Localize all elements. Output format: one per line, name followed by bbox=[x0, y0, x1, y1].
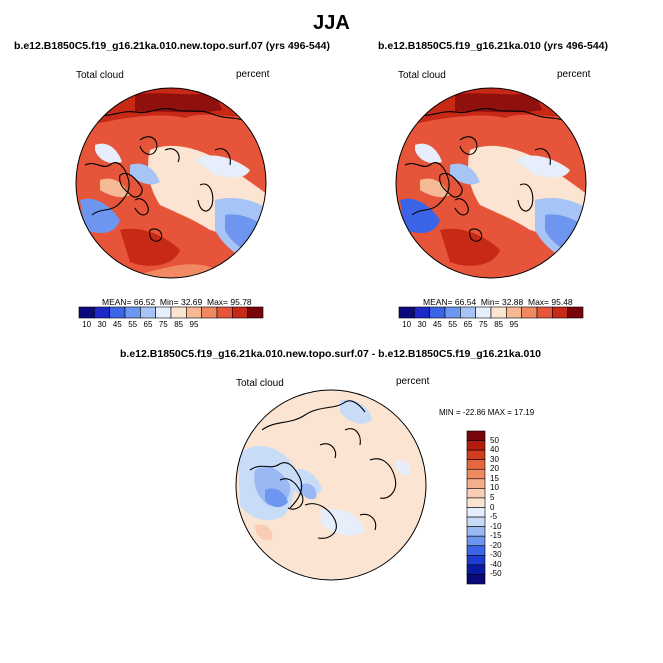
right-min-value: 32.88 bbox=[501, 297, 524, 307]
diff-colorbar-swatch bbox=[466, 497, 486, 508]
left-max-value: 95.78 bbox=[230, 297, 252, 307]
page-title: JJA bbox=[313, 12, 350, 34]
right-mean-label: MEAN= bbox=[423, 297, 453, 307]
diff-colorbar-swatch bbox=[466, 440, 486, 451]
diff-colorbar-tick-label: 40 bbox=[490, 445, 499, 455]
diff-colorbar-swatch bbox=[466, 535, 486, 547]
right-panel-title: b.e12.B1850C5.f19_g16.21ka.010 (yrs 496-… bbox=[378, 40, 608, 52]
diff-colorbar-tick-label: -50 bbox=[490, 569, 502, 579]
diff-units-label: percent bbox=[396, 376, 430, 387]
left-colorbar-tick-label: 85 bbox=[174, 320, 184, 329]
diff-colorbar-swatch bbox=[466, 564, 486, 575]
left-colorbar-tick-label: 75 bbox=[158, 320, 168, 329]
diff-colorbar-swatch bbox=[466, 468, 486, 480]
diff-minmax-text: MIN = -22.86 MAX = 17.19 bbox=[439, 408, 535, 417]
right-colorbar-tick-label: 30 bbox=[417, 320, 427, 329]
diff-colorbar-swatch bbox=[466, 478, 486, 489]
right-min-label: Min= bbox=[480, 297, 500, 307]
left-colorbar-tick-label: 45 bbox=[112, 320, 122, 329]
right-variable-label: Total cloud bbox=[398, 70, 446, 81]
diff-colorbar-tick-label: 0 bbox=[490, 502, 495, 512]
left-units-label: percent bbox=[236, 69, 270, 80]
diff-colorbar-swatch bbox=[466, 507, 486, 518]
right-units-label: percent bbox=[557, 69, 591, 80]
diff-colorbar-swatch bbox=[466, 574, 486, 585]
left-mean-value: 66.52 bbox=[133, 297, 156, 307]
right-colorbar-tick-label: 75 bbox=[478, 320, 488, 329]
left-min-value: 32.69 bbox=[180, 297, 203, 307]
right-colorbar-tick-label: 10 bbox=[402, 320, 412, 329]
diff-colorbar-swatch bbox=[466, 555, 486, 566]
left-map-blue-region-west bbox=[80, 198, 120, 233]
diff-colorbar-swatch bbox=[466, 459, 486, 470]
right-colorbar-tick-label: 45 bbox=[432, 320, 442, 329]
left-mean-label: MEAN= bbox=[102, 297, 132, 307]
left-colorbar-tick-label: 65 bbox=[143, 320, 153, 329]
diff-colorbar-swatch bbox=[466, 430, 486, 441]
diff-colorbar-tick-label: -20 bbox=[490, 540, 502, 550]
left-colorbar-tick-label: 55 bbox=[128, 320, 138, 329]
left-colorbar-tick-label: 10 bbox=[82, 320, 92, 329]
diff-variable-label: Total cloud bbox=[236, 378, 284, 389]
right-mean-value: 66.54 bbox=[454, 297, 477, 307]
diff-map-base-field bbox=[236, 390, 426, 580]
diff-colorbar-tick-label: 5 bbox=[490, 492, 495, 502]
left-colorbar-tick-label: 30 bbox=[97, 320, 107, 329]
diff-colorbar-swatch bbox=[466, 516, 486, 527]
left-colorbar-swatch bbox=[247, 306, 264, 319]
left-stats: MEAN= 66.52 Min= 32.69 Max= 95.78 bbox=[102, 297, 252, 307]
left-max-label: Max= bbox=[206, 297, 229, 307]
diff-colorbar-tick-label: -40 bbox=[490, 559, 502, 569]
diff-colorbar-tick-label: -5 bbox=[490, 512, 498, 522]
left-panel-title: b.e12.B1850C5.f19_g16.21ka.010.new.topo.… bbox=[14, 40, 330, 52]
diff-colorbar-swatch bbox=[466, 488, 486, 499]
diff-panel-title: b.e12.B1850C5.f19_g16.21ka.010.new.topo.… bbox=[120, 348, 542, 360]
diff-colorbar-tick-label: -30 bbox=[490, 550, 502, 560]
right-colorbar-tick-label: 55 bbox=[448, 320, 458, 329]
right-colorbar-swatch bbox=[567, 306, 584, 319]
right-colorbar-tick-label: 65 bbox=[463, 320, 473, 329]
diff-colorbar-tick-label: 15 bbox=[490, 473, 499, 483]
diff-colorbar-tick-label: 10 bbox=[490, 483, 499, 493]
diff-colorbar-swatch bbox=[466, 449, 486, 460]
right-max-value: 95.48 bbox=[551, 297, 573, 307]
left-variable-label: Total cloud bbox=[76, 70, 124, 81]
left-min-label: Min= bbox=[159, 297, 179, 307]
left-colorbar-tick-label: 95 bbox=[189, 320, 199, 329]
right-max-label: Max= bbox=[527, 297, 550, 307]
right-colorbar-tick-label: 85 bbox=[494, 320, 504, 329]
right-colorbar-tick-label: 95 bbox=[509, 320, 519, 329]
diff-colorbar-tick-label: -10 bbox=[490, 521, 502, 531]
diff-colorbar-tick-label: 50 bbox=[490, 435, 499, 445]
diff-colorbar-tick-label: 30 bbox=[490, 454, 499, 464]
diff-colorbar-swatch bbox=[466, 526, 486, 537]
diff-colorbar-swatch bbox=[466, 545, 486, 556]
right-stats: MEAN= 66.54 Min= 32.88 Max= 95.48 bbox=[423, 297, 573, 307]
diff-colorbar-tick-label: -15 bbox=[490, 531, 502, 541]
diff-colorbar-tick-label: 20 bbox=[490, 464, 499, 474]
